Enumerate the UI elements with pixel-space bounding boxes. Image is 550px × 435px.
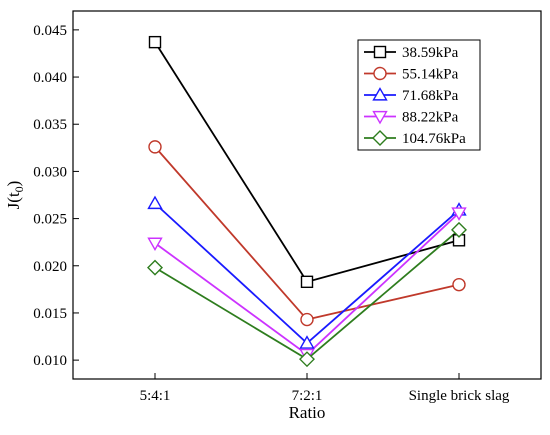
y-axis-title-main: J(t [4,192,23,209]
legend-marker [373,66,387,81]
data-point-series-0 [300,275,314,289]
y-tick-label: 0.040 [33,70,67,86]
x-axis: 5:4:1 7:2:1 Single brick slag [140,373,510,404]
x-tick-label: Single brick slag [409,388,510,404]
y-axis-title-close: ) [4,181,23,187]
data-point-series-2 [147,195,163,210]
y-axis: 0.010 0.015 0.020 0.025 0.030 0.035 0.040 0.045 [33,23,79,369]
y-tick-label: 0.010 [33,353,67,369]
series-markers [147,35,467,368]
x-tick-label: 5:4:1 [140,388,171,404]
x-tick-label: 7:2:1 [292,388,323,404]
y-axis-title-subscript: 0 [12,186,26,192]
y-axis-title: J(t0) [4,181,26,210]
data-point-series-4 [147,259,163,276]
legend-marker [372,130,388,146]
data-point-series-4 [451,221,467,238]
y-tick-label: 0.025 [33,212,67,228]
data-point-series-0 [148,35,162,49]
legend: 38.59kPa 55.14kPa 71.68kPa 88.22kPa 104.76kP… [357,39,481,151]
legend-label: 104.76kPa [402,131,466,147]
data-point-series-2 [299,335,315,349]
legend-entries: 38.59kPa 55.14kPa 71.68kPa 88.22kPa 104.76kP… [364,45,466,147]
legend-label: 55.14kPa [402,67,459,83]
data-point-series-1 [300,312,314,327]
x-axis-title: Ratio [289,403,326,422]
legend-label: 38.59kPa [402,45,459,61]
legend-label: 88.22kPa [402,110,459,126]
y-tick-label: 0.045 [33,23,67,39]
data-point-series-3 [451,207,467,221]
legend-marker [372,87,388,101]
legend-marker [372,110,388,125]
y-tick-label: 0.015 [33,306,67,322]
series-line-1 [154,146,460,321]
y-tick-label: 0.020 [33,259,67,275]
data-point-series-1 [452,277,466,292]
data-point-series-3 [147,237,163,252]
data-point-series-1 [148,140,162,154]
legend-marker [373,45,387,59]
data-point-series-4 [299,351,315,368]
y-tick-label: 0.035 [33,117,67,133]
legend-label: 71.68kPa [402,88,459,104]
y-tick-label: 0.030 [33,164,67,180]
